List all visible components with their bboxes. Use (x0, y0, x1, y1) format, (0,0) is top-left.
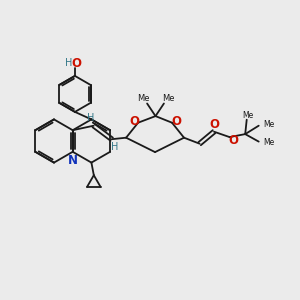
Text: H: H (111, 142, 118, 152)
Text: O: O (228, 134, 238, 147)
Text: Me: Me (137, 94, 149, 103)
Text: H: H (87, 113, 94, 123)
Text: Me: Me (263, 138, 275, 147)
Text: Me: Me (263, 120, 275, 129)
Text: O: O (171, 115, 181, 128)
Text: O: O (210, 118, 220, 131)
Text: Me: Me (162, 94, 174, 103)
Text: H: H (64, 58, 72, 68)
Text: O: O (72, 57, 82, 70)
Text: O: O (129, 115, 139, 128)
Text: N: N (68, 154, 78, 167)
Text: Me: Me (242, 111, 253, 120)
